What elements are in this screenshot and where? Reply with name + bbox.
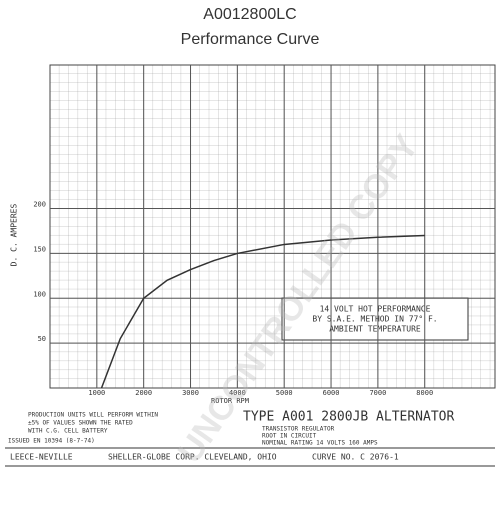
x-tick-label: 6000 <box>323 389 340 397</box>
rating: NOMINAL RATING 14 VOLTS 160 AMPS <box>262 440 378 447</box>
y-tick-label: 200 <box>33 201 46 209</box>
x-tick-label: 7000 <box>369 389 386 397</box>
y-tick-label: 50 <box>38 335 46 343</box>
annotation: 14 VOLT HOT PERFORMANCE <box>320 305 431 314</box>
x-tick-label: 5000 <box>276 389 293 397</box>
type-line: TYPE A001 2800JB ALTERNATOR <box>243 410 454 425</box>
footer-note: ±5% OF VALUES SHOWN THE RATED <box>28 420 133 427</box>
x-tick-label: 1000 <box>88 389 105 397</box>
y-tick-label: 100 <box>33 290 46 298</box>
data-line <box>100 234 425 389</box>
chart-subtitle: Performance Curve <box>181 31 320 48</box>
footer-note: PRODUCTION UNITS WILL PERFORM WITHIN <box>28 412 158 419</box>
chart-title: A0012800LC <box>203 6 296 23</box>
corp: SHELLER-GLOBE CORP. CLEVELAND, OHIO <box>108 453 277 462</box>
footer-note: WITH C.G. CELL BATTERY <box>28 428 108 435</box>
annotation-box <box>281 297 469 341</box>
issued: ISSUED EN 10394 (8-7-74) <box>8 438 95 445</box>
curve-no: CURVE NO. C 2076-1 <box>312 453 399 462</box>
x-axis-label: ROTOR RPM <box>211 397 249 405</box>
regulator: ROOT IN CIRCUIT <box>262 433 317 440</box>
y-tick-label: 150 <box>33 245 46 253</box>
x-tick-label: 3000 <box>182 389 199 397</box>
x-tick-label: 2000 <box>135 389 152 397</box>
y-axis-label: D. C. AMPERES <box>10 204 19 267</box>
maker: LEECE-NEVILLE <box>10 453 73 462</box>
regulator: TRANSISTOR REGULATOR <box>262 426 335 433</box>
annotation: BY S.A.E. METHOD IN 77° F. <box>312 315 437 324</box>
x-tick-label: 4000 <box>229 389 246 397</box>
annotation: AMBIENT TEMPERATURE <box>329 325 421 334</box>
x-tick-label: 8000 <box>416 389 433 397</box>
